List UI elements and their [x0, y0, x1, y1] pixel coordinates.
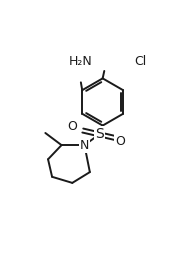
Text: H₂N: H₂N: [69, 55, 93, 68]
Text: S: S: [95, 127, 104, 141]
Text: N: N: [80, 139, 89, 152]
Text: Cl: Cl: [134, 55, 147, 68]
Text: O: O: [115, 135, 125, 148]
Text: O: O: [67, 120, 77, 133]
